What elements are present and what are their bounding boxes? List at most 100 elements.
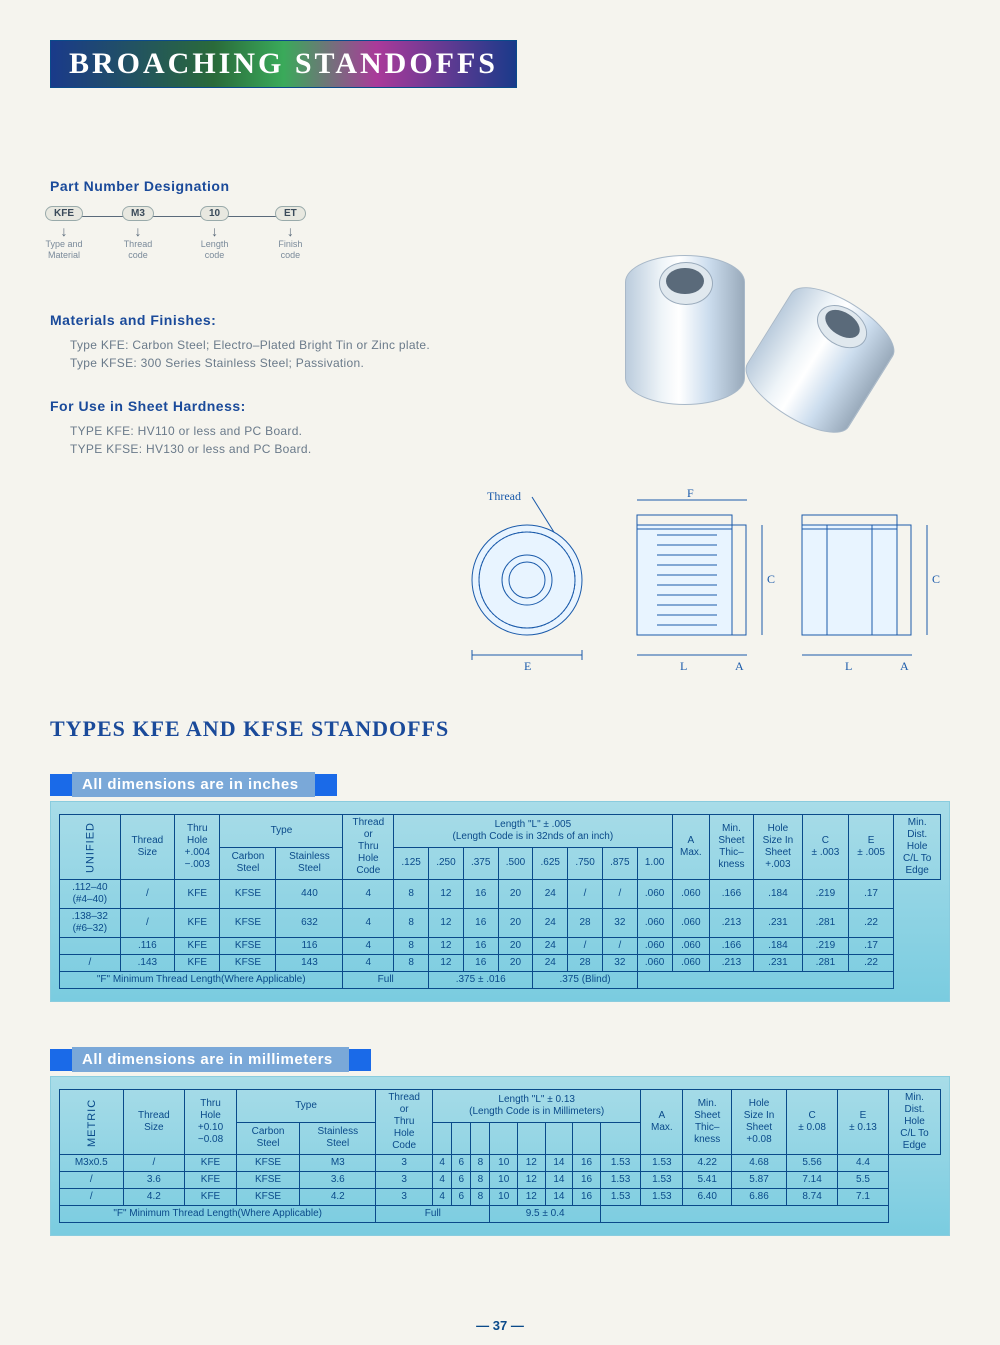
table-cell: 24 [533, 955, 568, 972]
table-cell: 8 [394, 909, 429, 938]
mh-stainless: StainlessSteel [300, 1122, 376, 1155]
table-cell: 16 [463, 909, 498, 938]
table-cell: 4 [343, 938, 394, 955]
table-cell: .22 [848, 955, 894, 972]
page-title: BROACHING STANDOFFS [50, 40, 517, 88]
svg-text:E: E [524, 659, 531, 673]
table-cell: 5.56 [787, 1155, 838, 1172]
svg-text:C: C [932, 572, 940, 586]
unified-table-block: UNIFIED ThreadSize ThruHole+.004−.003 Ty… [50, 801, 950, 1002]
h-thread-size: ThreadSize [120, 815, 174, 880]
table-cell: 12 [518, 1155, 546, 1172]
h-min-dist: Min.Dist.HoleC/L ToEdge [894, 815, 941, 880]
svg-text:L: L [680, 659, 687, 673]
table-cell: 7.1 [838, 1189, 889, 1206]
pd-code-1: M3 [122, 206, 154, 221]
part-designation-heading: Part Number Designation [50, 178, 950, 194]
table-cell: 4.2 [123, 1189, 185, 1206]
table-cell: 8 [394, 938, 429, 955]
table-cell: 6 [452, 1189, 471, 1206]
table-cell: 4 [343, 880, 394, 909]
mh-thru-hole: ThruHole+0.10−0.08 [185, 1090, 237, 1155]
unified-vlabel: UNIFIED [60, 815, 121, 880]
table-cell: .060 [672, 880, 710, 909]
unified-table: UNIFIED ThreadSize ThruHole+.004−.003 Ty… [59, 814, 941, 989]
pd-code-2: 10 [200, 206, 229, 221]
table-cell: 4.68 [731, 1155, 786, 1172]
table-cell: 440 [276, 880, 343, 909]
table-cell: KFSE [236, 1155, 300, 1172]
table-cell: 12 [518, 1172, 546, 1189]
table-cell: KFSE [220, 909, 276, 938]
table-cell: 28 [568, 955, 603, 972]
mh-thread-code: ThreadorThruHoleCode [376, 1090, 433, 1155]
svg-text:C: C [767, 572, 775, 586]
table-cell: 8 [471, 1189, 490, 1206]
h-len4: .625 [533, 847, 568, 880]
table-cell: M3x0.5 [60, 1155, 124, 1172]
product-photo [585, 235, 905, 435]
table-cell: .213 [710, 955, 754, 972]
table-row: .112–40(#4–40)/KFEKFSE4404812162024//.06… [60, 880, 941, 909]
technical-drawings: Thread E F L A C [432, 485, 952, 675]
table-cell: .060 [672, 909, 710, 938]
table-row: .116KFEKFSE1164812162024//.060.060.166.1… [60, 938, 941, 955]
table-cell: .17 [848, 880, 894, 909]
pd-code-3: ET [275, 206, 306, 221]
table-cell: 4.4 [838, 1155, 889, 1172]
table-cell: KFSE [236, 1172, 300, 1189]
h-len6: .875 [602, 847, 637, 880]
table-cell: 12 [518, 1189, 546, 1206]
table-cell: 8 [471, 1172, 490, 1189]
table-row: .138–32(#6–32)/KFEKFSE63248121620242832.… [60, 909, 941, 938]
table-cell: .166 [710, 938, 754, 955]
table-cell: 1.53 [641, 1189, 683, 1206]
table-cell: KFSE [236, 1189, 300, 1206]
table-cell: 16 [463, 938, 498, 955]
table-cell: 20 [498, 938, 533, 955]
table-cell: 1.53 [600, 1172, 640, 1189]
svg-text:L: L [845, 659, 852, 673]
table-cell: .231 [753, 955, 802, 972]
mh-length-title: Length "L" ± 0.13(Length Code is in Mill… [433, 1090, 641, 1123]
h-len3: .500 [498, 847, 533, 880]
mh-min-sheet: Min.SheetThic–kness [683, 1090, 732, 1155]
table-cell: 4 [433, 1189, 452, 1206]
table-cell: 20 [498, 955, 533, 972]
table-cell: / [568, 880, 603, 909]
table-cell: 116 [276, 938, 343, 955]
table-cell: / [123, 1155, 185, 1172]
table-cell: 8.74 [787, 1189, 838, 1206]
u-footer-label: "F" Minimum Thread Length(Where Applicab… [60, 972, 343, 989]
pd-label-3: Finishcode [275, 239, 306, 261]
table-cell: 24 [533, 880, 568, 909]
mh-carbon: CarbonSteel [236, 1122, 300, 1155]
table-cell: 12 [429, 955, 464, 972]
subtitle: TYPES KFE AND KFSE STANDOFFS [50, 716, 950, 742]
table-cell: 6.40 [683, 1189, 732, 1206]
u-footer-c2: .375 ± .016 [429, 972, 533, 989]
table-cell: 4.22 [683, 1155, 732, 1172]
table-cell: 5.5 [838, 1172, 889, 1189]
table-cell: .166 [710, 880, 754, 909]
h-a-max: AMax. [672, 815, 710, 880]
table-cell: 14 [545, 1155, 573, 1172]
part-designation-diagram: KFE ↓ Type andMaterial M3 ↓ Threadcode 1… [50, 204, 330, 284]
table-cell: .060 [637, 880, 672, 909]
label-thread: Thread [487, 489, 521, 503]
table-cell: 3 [376, 1189, 433, 1206]
table-cell: / [568, 938, 603, 955]
table-cell: 6 [452, 1172, 471, 1189]
h-e: E± .005 [848, 815, 894, 880]
table-row: /.143KFEKFSE14348121620242832.060.060.21… [60, 955, 941, 972]
table-cell: .060 [672, 955, 710, 972]
table-cell: 8 [394, 955, 429, 972]
table-cell: 10 [490, 1189, 518, 1206]
m-footer-c1: Full [376, 1206, 490, 1223]
table-cell: 3.6 [123, 1172, 185, 1189]
table-cell: / [60, 955, 121, 972]
svg-text:A: A [735, 659, 744, 673]
table-cell: KFE [185, 1189, 237, 1206]
table-cell: .22 [848, 909, 894, 938]
table-cell: KFSE [220, 955, 276, 972]
